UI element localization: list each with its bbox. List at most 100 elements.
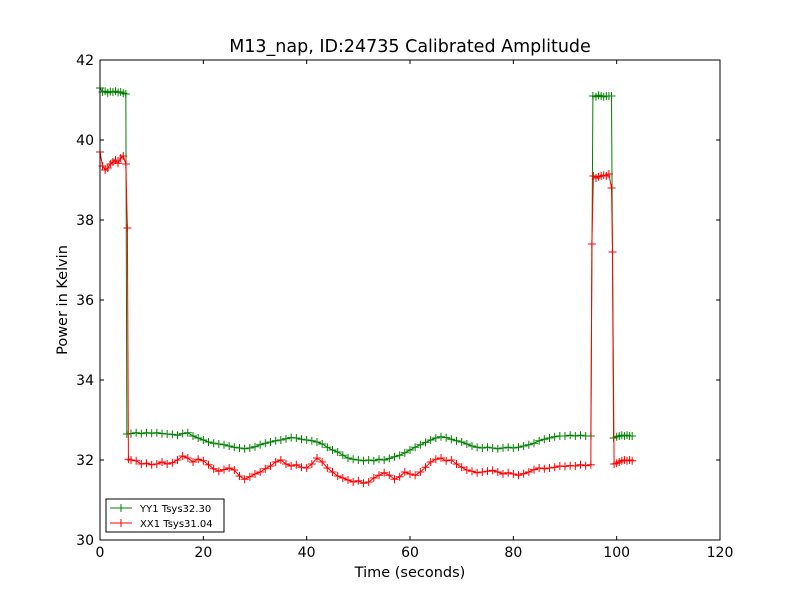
data-point [586,460,595,469]
data-point [504,443,513,452]
data-point [189,458,197,466]
legend-label: YY1 Tsys32.30 [139,504,211,515]
data-point [493,468,502,476]
data-point [462,466,471,474]
data-point [225,442,234,450]
data-point [431,434,440,442]
data-point [395,472,404,481]
data-point [364,456,373,464]
data-point [173,456,182,464]
data-point [137,429,146,438]
data-point [220,440,228,449]
data-point [488,444,497,452]
data-point [328,468,337,476]
data-point [235,472,244,480]
data-point [375,455,383,464]
data-point [338,474,347,482]
data-point [168,430,177,439]
data-point [245,444,254,452]
data-point [550,432,559,441]
data-point [318,440,327,448]
data-point [587,240,596,248]
data-point [271,458,280,466]
data-point [400,448,409,457]
data-point [220,465,228,474]
data-point [493,444,502,453]
data-point [323,464,332,472]
data-point [369,456,378,465]
data-point [369,474,378,482]
data-point [478,468,487,476]
legend-box [105,498,225,533]
legend-item: YY1 Tsys32.30 [110,504,211,515]
data-point [514,471,523,480]
x-tick-label: 0 [96,545,105,561]
data-point [607,92,616,100]
data-point [137,460,146,468]
data-point [400,468,409,476]
data-point [628,456,637,465]
data-point [406,470,414,478]
y-tick-label: 32 [76,453,94,469]
data-point [483,467,492,476]
data-point [571,462,580,470]
data-point [261,464,270,473]
data-point [338,451,347,460]
data-point [266,438,275,446]
x-tick-label: 80 [504,545,522,561]
y-tick-label: 36 [76,293,94,309]
x-tick-label: 20 [194,545,212,561]
data-point [297,435,306,444]
data-point [581,461,590,470]
data-point [183,428,192,437]
data-point [163,460,172,468]
data-point [364,478,373,486]
series-1 [96,84,637,465]
data-point [189,432,197,440]
x-axis-title: Time (seconds) [354,565,466,581]
data-point [395,451,404,460]
data-point [349,478,358,486]
data-point [344,476,352,484]
data-point [426,436,435,444]
data-point [194,434,203,442]
data-point [406,446,414,454]
data-point [152,428,161,437]
data-point [209,464,218,473]
data-point [473,443,482,452]
data-point [292,460,301,469]
data-point [514,443,523,452]
data-point [524,440,533,449]
data-point [380,468,389,477]
ticks-layer: 0 20 40 60 80 100 120 30 32 34 36 38 40 42 [76,53,733,561]
data-point [431,455,440,464]
data-point [183,454,192,462]
data-point [282,434,290,443]
data-point [349,455,358,464]
data-point [385,471,394,480]
data-point [245,472,254,481]
data-point [416,440,425,449]
data-point [256,440,265,449]
data-point [478,444,487,452]
data-point [235,444,244,452]
y-tick-label: 30 [76,533,94,549]
data-point [240,475,249,484]
data-point [194,455,203,464]
y-tick-label: 40 [76,133,94,149]
data-point [313,454,321,462]
data-point [251,442,259,451]
plot-area [100,60,720,540]
data-point [608,248,617,256]
data-point [127,456,135,464]
data-point [530,439,538,448]
plot-frame [99,59,721,541]
data-point [437,432,445,441]
data-point [385,454,394,463]
data-point [411,443,420,452]
data-point [483,443,492,452]
data-point [354,476,363,485]
data-point [307,436,316,445]
data-point [302,464,311,472]
data-point [230,466,239,474]
